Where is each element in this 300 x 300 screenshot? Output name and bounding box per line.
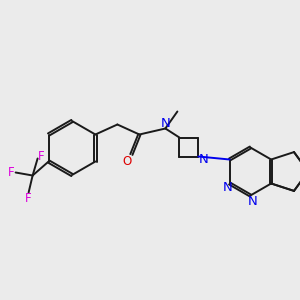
Text: N: N (199, 153, 208, 166)
Text: F: F (25, 192, 32, 205)
Text: N: N (248, 195, 257, 208)
Text: F: F (8, 166, 15, 179)
Text: N: N (160, 117, 170, 130)
Text: O: O (123, 155, 132, 168)
Text: N: N (223, 181, 232, 194)
Text: F: F (38, 150, 45, 163)
